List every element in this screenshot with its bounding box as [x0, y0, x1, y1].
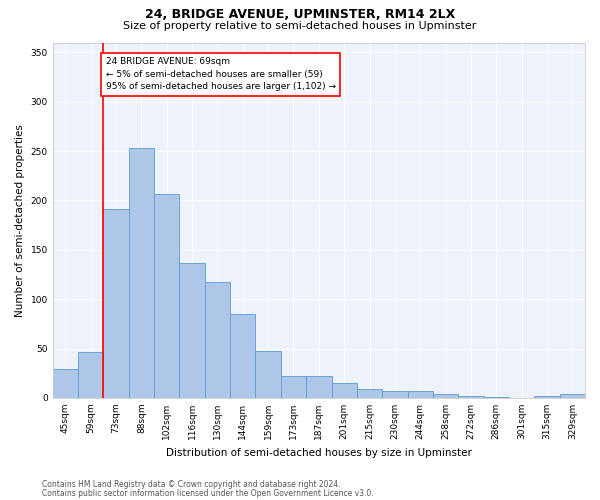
- Y-axis label: Number of semi-detached properties: Number of semi-detached properties: [15, 124, 25, 316]
- Bar: [129, 148, 154, 398]
- Bar: [154, 194, 179, 398]
- Bar: [103, 210, 129, 398]
- Bar: [535, 396, 560, 398]
- Text: Contains HM Land Registry data © Crown copyright and database right 2024.: Contains HM Land Registry data © Crown c…: [42, 480, 341, 489]
- Text: 24 BRIDGE AVENUE: 69sqm
← 5% of semi-detached houses are smaller (59)
95% of sem: 24 BRIDGE AVENUE: 69sqm ← 5% of semi-det…: [106, 58, 336, 92]
- Bar: [306, 376, 332, 398]
- Bar: [78, 352, 103, 398]
- Bar: [205, 282, 230, 398]
- Text: Contains public sector information licensed under the Open Government Licence v3: Contains public sector information licen…: [42, 488, 374, 498]
- Bar: [230, 314, 256, 398]
- Bar: [179, 262, 205, 398]
- Bar: [332, 383, 357, 398]
- Bar: [281, 376, 306, 398]
- Text: 24, BRIDGE AVENUE, UPMINSTER, RM14 2LX: 24, BRIDGE AVENUE, UPMINSTER, RM14 2LX: [145, 8, 455, 20]
- Bar: [484, 397, 509, 398]
- Bar: [433, 394, 458, 398]
- Bar: [256, 350, 281, 398]
- Bar: [407, 391, 433, 398]
- X-axis label: Distribution of semi-detached houses by size in Upminster: Distribution of semi-detached houses by …: [166, 448, 472, 458]
- Bar: [560, 394, 585, 398]
- Bar: [53, 370, 78, 398]
- Bar: [382, 391, 407, 398]
- Text: Size of property relative to semi-detached houses in Upminster: Size of property relative to semi-detach…: [124, 21, 476, 31]
- Bar: [458, 396, 484, 398]
- Bar: [357, 389, 382, 398]
